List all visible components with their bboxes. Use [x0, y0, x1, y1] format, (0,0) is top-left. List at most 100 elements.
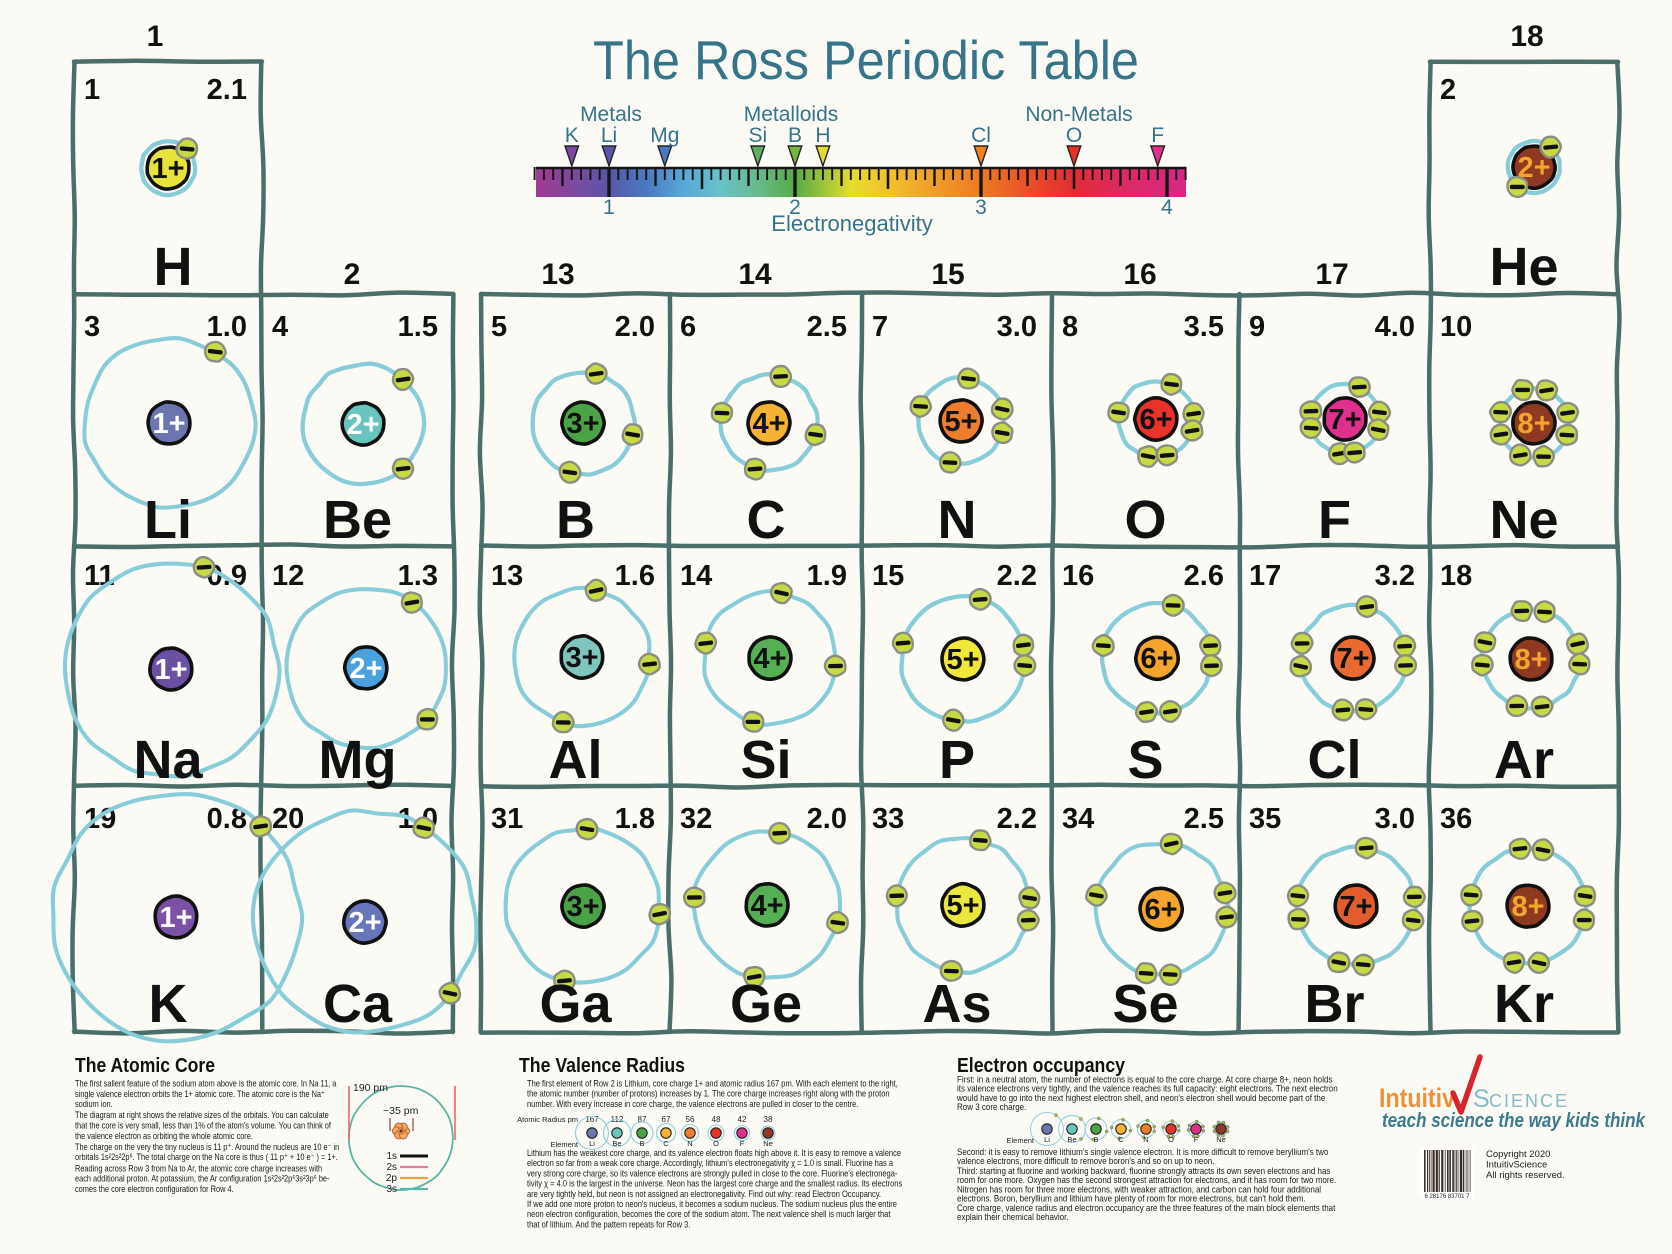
svg-text:8+: 8+: [1514, 644, 1547, 676]
svg-text:3+: 3+: [566, 408, 599, 440]
svg-text:Si: Si: [748, 124, 767, 147]
svg-text:Kr: Kr: [1494, 974, 1554, 1034]
svg-text:2.2: 2.2: [997, 803, 1037, 835]
svg-text:the valence electron as orbiti: the valence electron as orbiting the who…: [75, 1130, 253, 1141]
svg-text:B: B: [556, 490, 595, 550]
svg-text:1.6: 1.6: [615, 560, 655, 592]
svg-text:87: 87: [638, 1115, 647, 1124]
svg-text:3+: 3+: [566, 891, 599, 923]
svg-text:8: 8: [1062, 311, 1078, 343]
svg-text:Non-Metals: Non-Metals: [1025, 103, 1132, 126]
svg-text:36: 36: [1440, 803, 1472, 835]
svg-text:2+: 2+: [346, 409, 379, 441]
svg-text:neon electron configuration, b: neon electron configuration, becomes the…: [527, 1208, 891, 1219]
svg-text:Third: starting at fluorine an: Third: starting at fluorine and working …: [957, 1166, 1330, 1177]
svg-text:Li: Li: [144, 490, 192, 550]
svg-text:Reading across Row 3 from Na t: Reading across Row 3 from Na to Ar, the …: [75, 1162, 322, 1173]
svg-text:5: 5: [491, 311, 507, 343]
svg-text:2: 2: [344, 258, 361, 291]
svg-text:Ge: Ge: [730, 974, 802, 1034]
svg-text:2: 2: [789, 196, 801, 219]
svg-text:orbitals 1s²2s²2p⁶. The total: orbitals 1s²2s²2p⁶. The total charge on …: [75, 1151, 338, 1162]
svg-text:The diagram at right shows the: The diagram at right shows the relative …: [75, 1109, 329, 1120]
svg-text:5+: 5+: [946, 644, 979, 676]
svg-text:1+: 1+: [151, 153, 184, 185]
svg-text:1s: 1s: [386, 1151, 397, 1162]
svg-text:Ne: Ne: [763, 1139, 773, 1148]
svg-text:As: As: [922, 974, 991, 1034]
svg-text:tivity χ = 4.0 is the largest: tivity χ = 4.0 is the largest in the uni…: [527, 1178, 902, 1189]
svg-text:32: 32: [680, 803, 712, 835]
svg-text:Ne: Ne: [1216, 1135, 1226, 1144]
svg-text:each additional proton. At pot: each additional proton. At potassium, th…: [75, 1173, 330, 1184]
svg-text:H: H: [154, 237, 193, 297]
svg-text:are very tightly held, but neo: are very tightly held, but neon is not a…: [527, 1188, 881, 1199]
svg-text:Second: it is easy to remove l: Second: it is easy to remove lithium's s…: [957, 1147, 1329, 1158]
svg-text:18: 18: [1510, 20, 1543, 53]
svg-text:3s: 3s: [386, 1184, 397, 1195]
svg-text:6: 6: [680, 311, 696, 343]
svg-text:Ar: Ar: [1494, 730, 1554, 790]
svg-text:3.0: 3.0: [1375, 803, 1415, 835]
svg-text:18: 18: [1440, 560, 1472, 592]
svg-text:Br: Br: [1304, 974, 1364, 1034]
svg-text:3.0: 3.0: [997, 311, 1037, 343]
svg-text:6+: 6+: [1144, 894, 1177, 926]
svg-text:1: 1: [603, 196, 615, 219]
svg-text:1+: 1+: [154, 654, 187, 686]
svg-text:Al: Al: [549, 730, 603, 790]
svg-text:sodium ion.: sodium ion.: [75, 1098, 113, 1109]
svg-text:42: 42: [738, 1115, 747, 1124]
svg-text:Be: Be: [612, 1139, 621, 1148]
svg-text:Nitrogen has room for three mo: Nitrogen has room for three more electro…: [957, 1184, 1321, 1195]
svg-text:38: 38: [764, 1115, 773, 1124]
svg-text:12: 12: [272, 560, 304, 592]
svg-text:C: C: [747, 490, 786, 550]
svg-text:7+: 7+: [1336, 643, 1369, 675]
svg-text:Li: Li: [601, 124, 617, 147]
svg-text:Mg: Mg: [650, 124, 679, 147]
svg-text:B: B: [1093, 1135, 1098, 1144]
svg-text:3: 3: [975, 196, 987, 219]
svg-text:First: in a neutral atom, the: First: in a neutral atom, the number of …: [957, 1074, 1332, 1085]
svg-text:Li: Li: [589, 1139, 595, 1148]
svg-text:the atomic number (number of p: the atomic number (number of protons) in…: [527, 1088, 890, 1099]
svg-text:its valence electrons very tig: its valence electrons very tightly, and …: [957, 1083, 1338, 1094]
svg-text:would have to go into the next: would have to go into the next highest e…: [956, 1092, 1326, 1103]
svg-text:O: O: [1066, 124, 1082, 147]
svg-text:C: C: [663, 1139, 669, 1148]
svg-text:5+: 5+: [946, 890, 979, 922]
svg-text:6+: 6+: [1140, 643, 1173, 675]
svg-text:Cl: Cl: [1308, 730, 1362, 790]
svg-text:2.0: 2.0: [615, 311, 655, 343]
svg-text:56: 56: [686, 1115, 695, 1124]
svg-text:Be: Be: [1067, 1135, 1076, 1144]
svg-text:Si: Si: [740, 730, 791, 790]
svg-text:CIENCE: CIENCE: [1489, 1091, 1569, 1111]
svg-text:1.8: 1.8: [615, 803, 655, 835]
svg-text:O: O: [1124, 490, 1166, 550]
svg-text:~35 pm: ~35 pm: [383, 1105, 419, 1117]
svg-text:4.0: 4.0: [1375, 311, 1415, 343]
svg-text:O: O: [713, 1139, 719, 1148]
svg-text:F: F: [1151, 124, 1164, 147]
svg-text:4+: 4+: [753, 643, 786, 675]
svg-text:O: O: [1168, 1135, 1174, 1144]
svg-text:Cl: Cl: [971, 124, 991, 147]
svg-text:Metalloids: Metalloids: [744, 103, 839, 126]
svg-text:Be: Be: [323, 490, 392, 550]
svg-text:B: B: [639, 1139, 644, 1148]
svg-text:17: 17: [1315, 258, 1348, 291]
svg-text:14: 14: [738, 258, 772, 291]
svg-text:4+: 4+: [750, 890, 783, 922]
svg-text:C: C: [1118, 1135, 1124, 1144]
svg-text:N: N: [687, 1139, 692, 1148]
svg-text:Ca: Ca: [323, 974, 393, 1034]
svg-text:33: 33: [872, 803, 904, 835]
svg-text:2p: 2p: [386, 1173, 398, 1184]
svg-text:F: F: [740, 1139, 745, 1148]
svg-text:1+: 1+: [152, 408, 185, 440]
svg-text:N: N: [1143, 1135, 1148, 1144]
svg-text:The first salient feature of t: The first salient feature of the sodium …: [75, 1078, 337, 1089]
svg-text:34: 34: [1062, 803, 1094, 835]
